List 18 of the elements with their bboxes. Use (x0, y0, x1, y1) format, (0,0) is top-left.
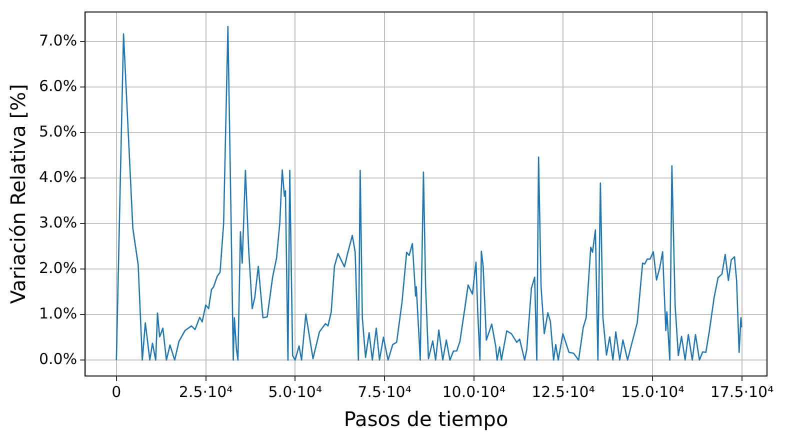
y-tick-label: 7.0% (39, 31, 78, 50)
y-tick-label: 4.0% (39, 168, 78, 186)
x-tick-label: 10.0·10⁴ (442, 382, 506, 401)
x-tick-label: 2.5·10⁴ (178, 382, 233, 401)
y-tick-label: 6.0% (39, 76, 78, 95)
y-axis-title: Variación Relativa [%] (6, 84, 30, 304)
y-tick-label: 2.0% (39, 258, 78, 277)
x-tick-label: 12.5·10⁴ (532, 382, 595, 401)
y-tick-label: 1.0% (39, 304, 78, 322)
y-tick-label: 0.0% (39, 350, 78, 368)
x-tick-label: 17.5·10⁴ (710, 382, 774, 401)
x-tick-label: 15.0·10⁴ (620, 382, 684, 401)
x-tick-label: 0 (112, 382, 122, 401)
y-tick-label: 3.0% (39, 213, 78, 232)
x-tick-label: 5.0·10⁴ (268, 382, 322, 401)
x-axis-title: Pasos de tiempo (344, 407, 508, 432)
y-tick-label: 5.0% (39, 122, 78, 140)
x-tick-label: 7.5·10⁴ (358, 382, 412, 401)
